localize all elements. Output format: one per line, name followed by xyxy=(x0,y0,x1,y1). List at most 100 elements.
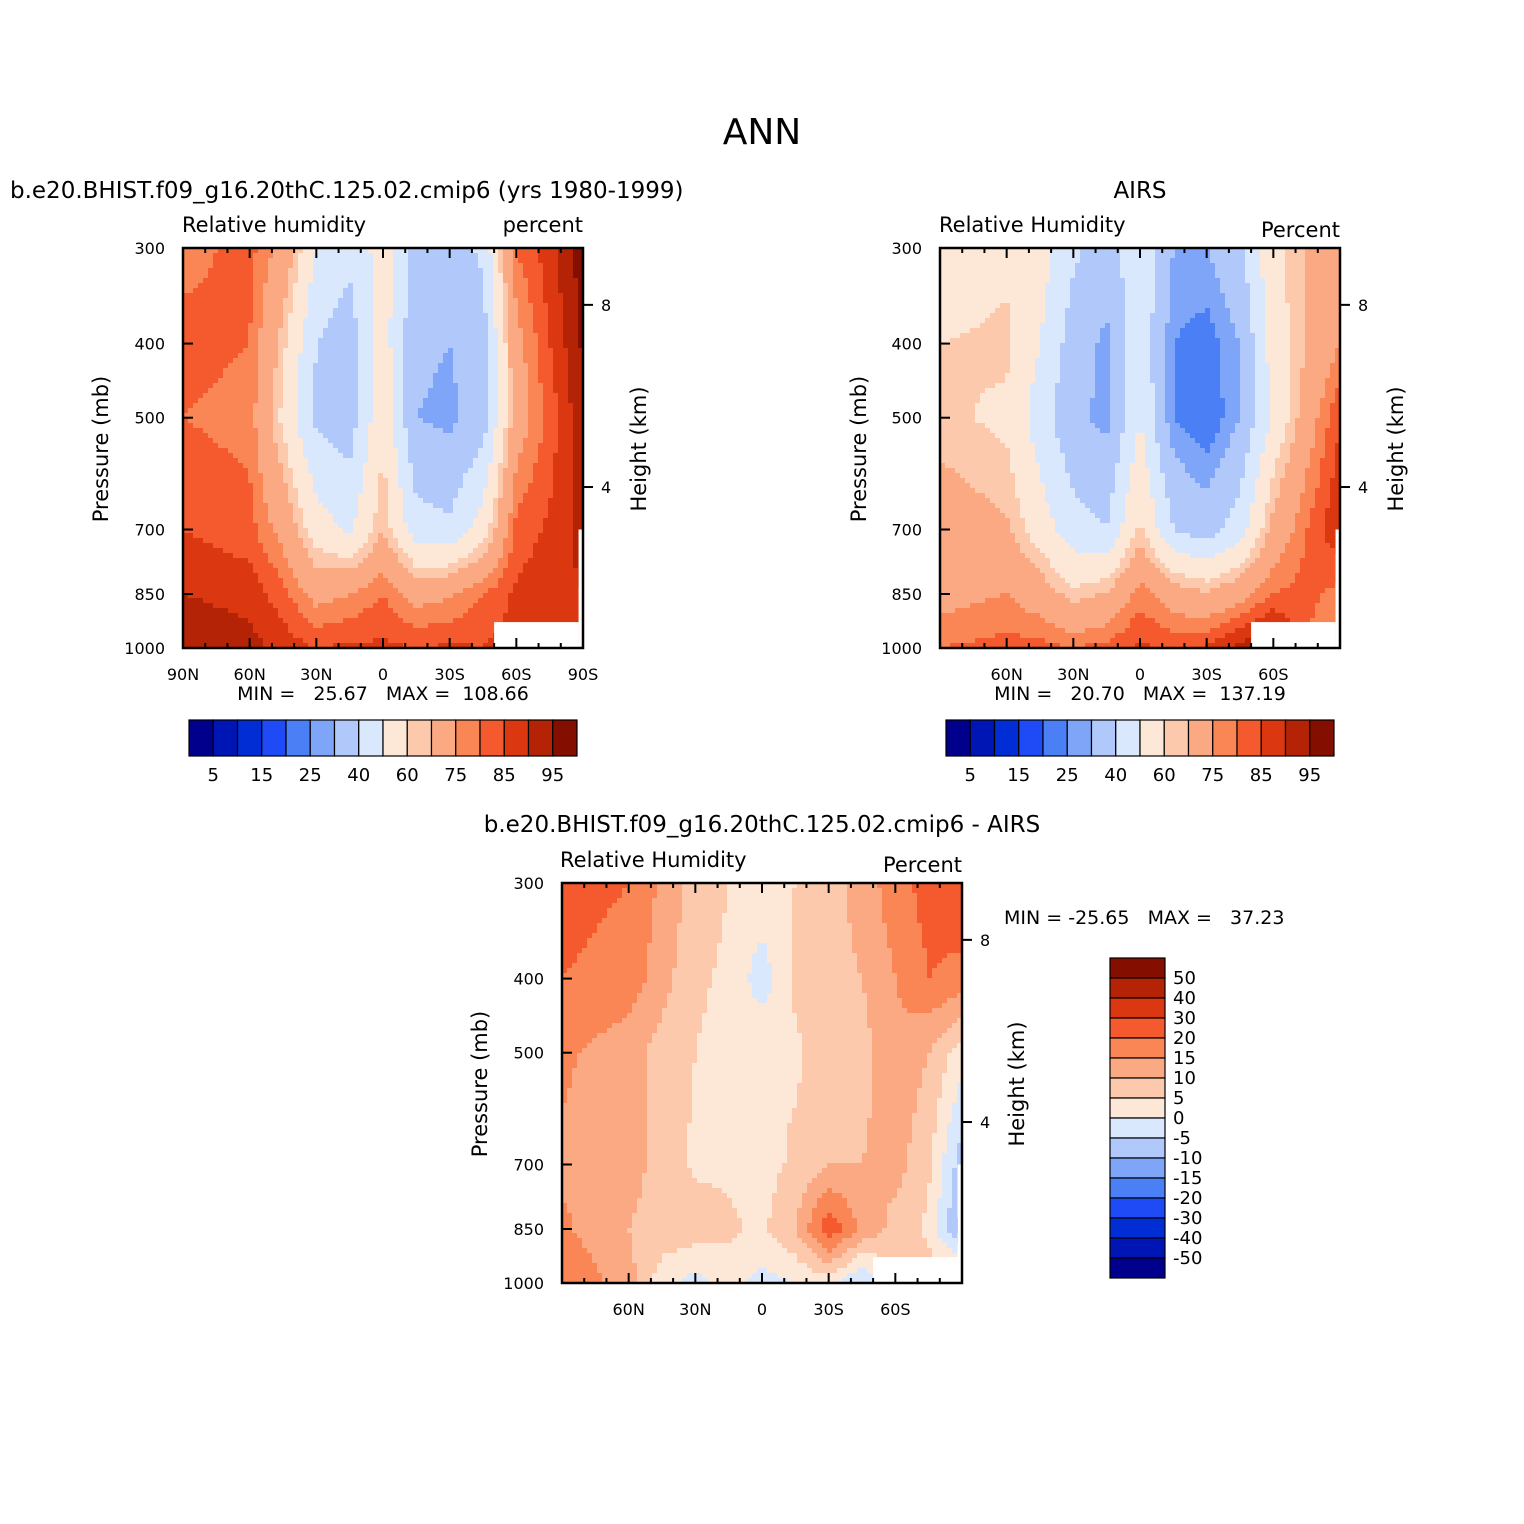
contour-cell xyxy=(578,518,584,524)
contour-cell xyxy=(303,533,309,539)
contour-cell xyxy=(523,318,529,324)
contour-cell xyxy=(533,413,539,419)
contour-cell xyxy=(563,503,569,509)
contour-cell xyxy=(208,358,214,364)
contour-cell xyxy=(473,343,479,349)
contour-cell xyxy=(548,268,554,274)
contour-cell xyxy=(523,348,529,354)
contour-cell xyxy=(238,503,244,509)
contour-cell xyxy=(528,278,534,284)
contour-cell xyxy=(508,263,514,269)
contour-cell xyxy=(343,508,349,514)
contour-cell xyxy=(338,408,344,414)
contour-cell xyxy=(498,463,504,469)
contour-cell xyxy=(363,483,369,489)
contour-cell xyxy=(463,303,469,309)
contour-cell xyxy=(363,493,369,499)
contour-cell xyxy=(573,503,579,509)
contour-cell xyxy=(288,298,294,304)
contour-cell xyxy=(188,398,194,404)
contour-cell xyxy=(308,558,314,564)
contour-cell xyxy=(213,558,219,564)
contour-cell xyxy=(363,403,369,409)
contour-cell xyxy=(388,438,394,444)
contour-cell xyxy=(363,458,369,464)
contour-cell xyxy=(503,493,509,499)
contour-cell xyxy=(548,443,554,449)
contour-cell xyxy=(408,393,414,399)
contour-cell xyxy=(308,518,314,524)
contour-cell xyxy=(263,543,269,549)
contour-cell xyxy=(363,253,369,259)
contour-cell xyxy=(488,273,494,279)
contour-cell xyxy=(373,478,379,484)
contour-cell xyxy=(443,513,449,519)
contour-cell xyxy=(503,388,509,394)
contour-cell xyxy=(453,298,459,304)
contour-cell xyxy=(233,438,239,444)
contour-cell xyxy=(508,518,514,524)
contour-cell xyxy=(428,383,434,389)
contour-cell xyxy=(188,253,194,259)
contour-cell xyxy=(343,278,349,284)
contour-cell xyxy=(548,553,554,559)
contour-cell xyxy=(568,528,574,534)
contour-cell xyxy=(428,448,434,454)
contour-cell xyxy=(223,433,229,439)
contour-cell xyxy=(318,558,324,564)
contour-cell xyxy=(313,293,319,299)
contour-cell xyxy=(568,343,574,349)
contour-cell xyxy=(548,473,554,479)
contour-cell xyxy=(563,423,569,429)
contour-cell xyxy=(243,488,249,494)
contour-cell xyxy=(408,523,414,529)
contour-cell xyxy=(518,433,524,439)
contour-cell xyxy=(473,493,479,499)
contour-cell xyxy=(538,453,544,459)
contour-cell xyxy=(228,443,234,449)
contour-cell xyxy=(503,498,509,504)
contour-cell xyxy=(368,518,374,524)
contour-cell xyxy=(473,533,479,539)
contour-cell xyxy=(443,413,449,419)
contour-cell xyxy=(288,513,294,519)
contour-cell xyxy=(573,443,579,449)
contour-cell xyxy=(418,268,424,274)
contour-cell xyxy=(478,433,484,439)
contour-cell xyxy=(418,343,424,349)
contour-cell xyxy=(388,423,394,429)
contour-cell xyxy=(193,378,199,384)
contour-cell xyxy=(373,463,379,469)
contour-cell xyxy=(228,373,234,379)
contour-cell xyxy=(218,538,224,544)
contour-cell xyxy=(328,378,334,384)
contour-cell xyxy=(268,508,274,514)
contour-cell xyxy=(458,448,464,454)
contour-cell xyxy=(443,303,449,309)
contour-cell xyxy=(318,388,324,394)
contour-cell xyxy=(498,258,504,264)
contour-cell xyxy=(478,458,484,464)
contour-cell xyxy=(348,298,354,304)
contour-cell xyxy=(348,543,354,549)
contour-cell xyxy=(348,283,354,289)
contour-cell xyxy=(523,548,529,554)
contour-cell xyxy=(298,518,304,524)
contour-cell xyxy=(478,463,484,469)
contour-cell xyxy=(223,283,229,289)
contour-cell xyxy=(393,473,399,479)
contour-cell xyxy=(458,538,464,544)
contour-cell xyxy=(418,453,424,459)
contour-cell xyxy=(193,553,199,559)
contour-cell xyxy=(463,438,469,444)
contour-cell xyxy=(348,513,354,519)
contour-cell xyxy=(238,408,244,414)
contour-cell xyxy=(203,478,209,484)
contour-cell xyxy=(363,268,369,274)
contour-cell xyxy=(433,308,439,314)
contour-cell xyxy=(363,433,369,439)
contour-cell xyxy=(258,248,264,254)
contour-cell xyxy=(553,263,559,269)
contour-cell xyxy=(323,333,329,339)
contour-cell xyxy=(278,428,284,434)
